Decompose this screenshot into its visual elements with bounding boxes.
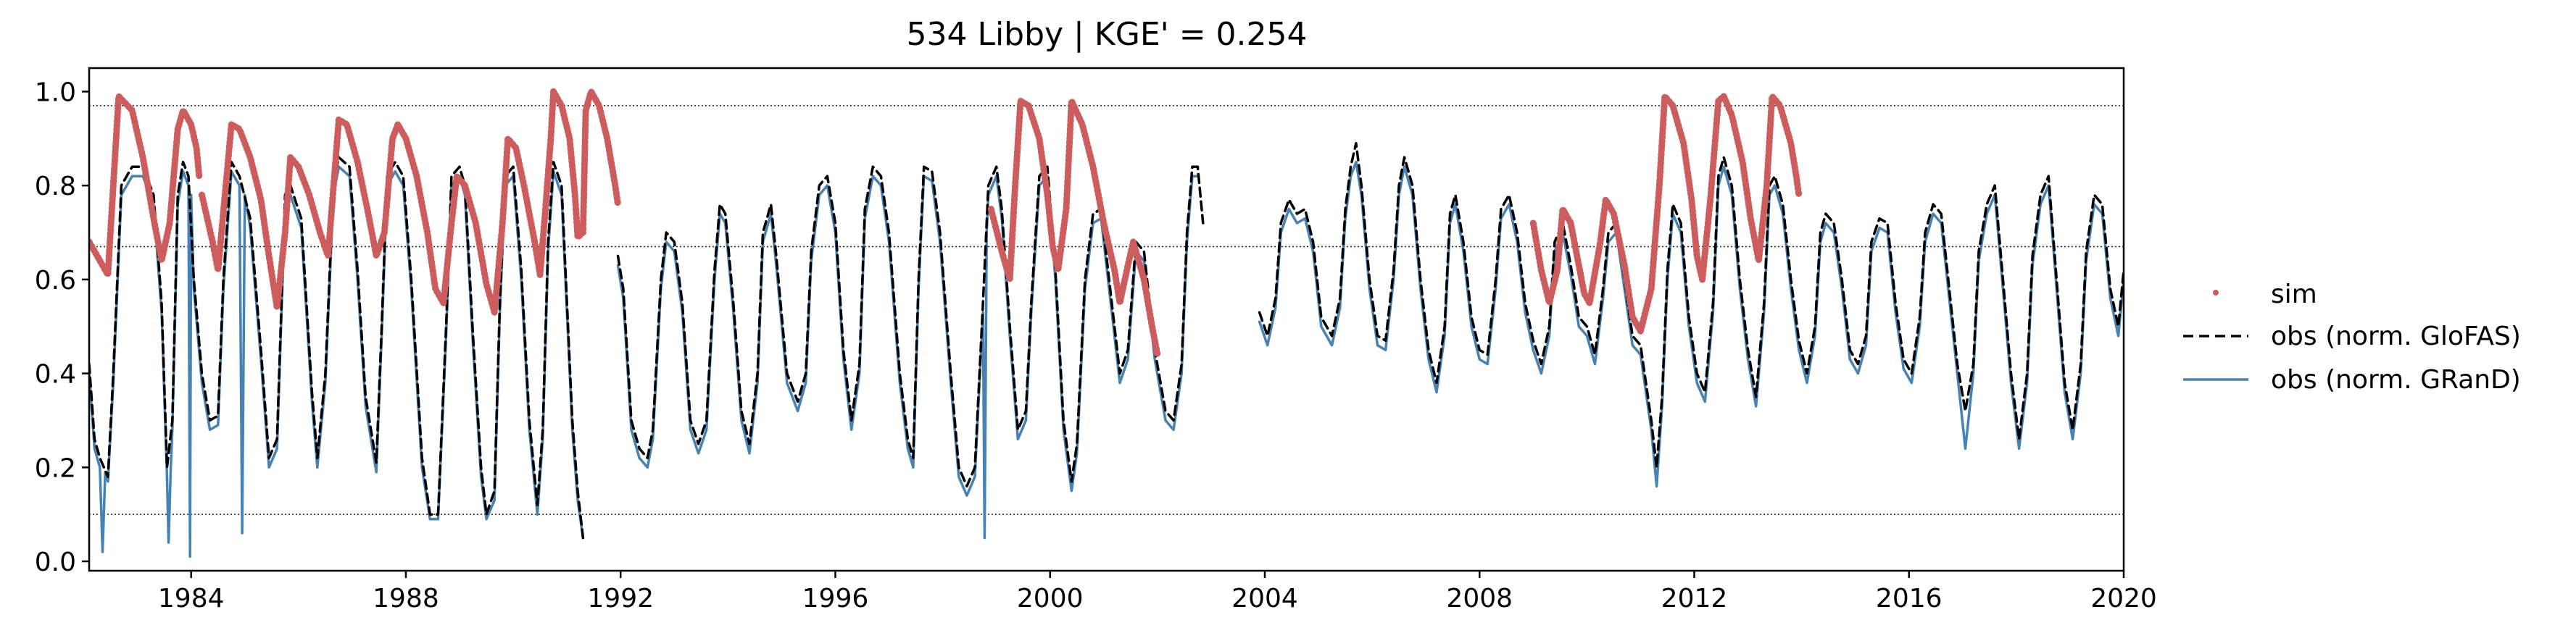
y-tick-label: 0.2 bbox=[35, 453, 76, 483]
plot-frame bbox=[88, 67, 2125, 572]
legend-label-sim: sim bbox=[2271, 280, 2317, 309]
series-line-sim bbox=[1529, 93, 1803, 335]
legend: sim obs (norm. GloFAS) obs (norm. GRanD) bbox=[2183, 280, 2521, 395]
legend-marker-sim bbox=[2213, 290, 2219, 296]
y-tick-label: 0.6 bbox=[35, 266, 76, 296]
y-axis: 0.0 0.2 0.4 0.6 0.8 1.0 bbox=[35, 77, 89, 577]
series-line-obs-norm-glofas bbox=[1258, 142, 2124, 469]
y-tick-label: 0.8 bbox=[35, 172, 76, 201]
legend-label-grand: obs (norm. GRanD) bbox=[2271, 365, 2521, 395]
y-tick-label: 0.0 bbox=[35, 548, 76, 577]
x-tick-label: 1988 bbox=[373, 584, 439, 613]
x-tick-label: 1984 bbox=[158, 584, 225, 613]
x-tick-label: 2008 bbox=[1446, 584, 1513, 613]
series-line-obs-norm-glofas bbox=[89, 156, 585, 540]
x-axis: 1984 1988 1992 1996 2000 2004 2008 2012 2016 2020 bbox=[158, 571, 2157, 613]
legend-label-glofas: obs (norm. GloFAS) bbox=[2271, 322, 2521, 351]
reference-lines bbox=[89, 105, 2124, 515]
series-line-sim bbox=[89, 93, 203, 278]
series-line-sim bbox=[987, 97, 1161, 359]
chart-title: 534 Libby | KGE' = 0.254 bbox=[906, 16, 1307, 53]
x-tick-label: 2000 bbox=[1017, 584, 1084, 613]
x-tick-label: 2020 bbox=[2090, 584, 2157, 613]
x-tick-label: 2012 bbox=[1661, 584, 1728, 613]
x-tick-label: 1992 bbox=[587, 584, 654, 613]
y-tick-label: 1.0 bbox=[35, 77, 76, 107]
series-line-sim bbox=[199, 88, 621, 316]
plot-area bbox=[89, 88, 2124, 558]
x-tick-label: 2004 bbox=[1231, 584, 1298, 613]
series-line-obs-norm-grand bbox=[616, 175, 1200, 540]
y-tick-label: 0.4 bbox=[35, 360, 76, 390]
series-line-obs-norm-glofas bbox=[616, 165, 1205, 488]
x-tick-label: 1996 bbox=[802, 584, 869, 613]
x-tick-label: 2016 bbox=[1876, 584, 1943, 613]
